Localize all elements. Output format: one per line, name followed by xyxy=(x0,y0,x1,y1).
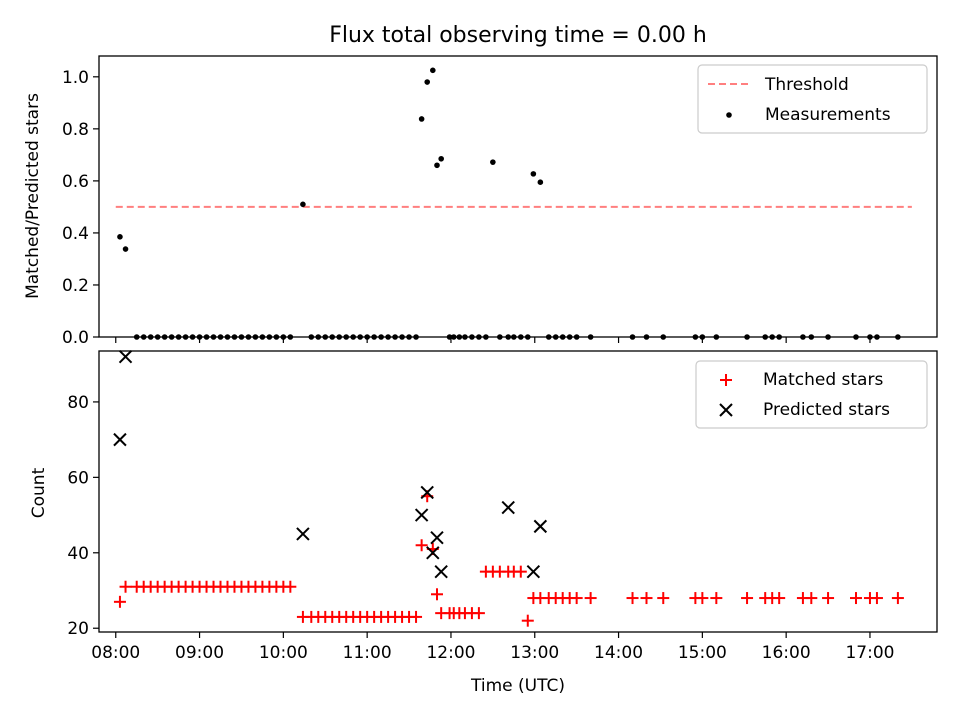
predicted-star-point xyxy=(113,432,127,447)
matched-star-point xyxy=(119,580,132,593)
bottom-plot-points xyxy=(113,349,904,627)
measurement-point xyxy=(430,67,436,74)
predicted-star-point-b xyxy=(526,564,541,579)
predicted-star-point xyxy=(296,527,310,541)
bottom-y-axis-label: Count xyxy=(29,467,49,518)
top-y-tick-label: 0.2 xyxy=(62,276,89,296)
measurement-point xyxy=(537,179,544,185)
measurements-legend-label: Measurements xyxy=(765,105,891,125)
bottom-x-tick-label: 14:00 xyxy=(594,643,643,663)
measurements-legend-swatch xyxy=(726,112,732,118)
predicted-star-point-b xyxy=(434,564,448,579)
predicted-star-point-b xyxy=(118,349,133,364)
measurement-point xyxy=(300,201,306,208)
top-legend-box xyxy=(697,64,928,134)
top-y-tick-label: 0.8 xyxy=(62,120,89,140)
matched-star-point xyxy=(430,588,443,601)
matched-stars-legend-swatch xyxy=(720,374,732,386)
top-y-tick-label: 0.4 xyxy=(62,224,89,244)
bottom-x-tick-label: 17:00 xyxy=(845,643,894,663)
bottom-y-tick-label: 60 xyxy=(67,468,89,488)
bottom-legend-box xyxy=(695,360,928,429)
predicted-star-point-b xyxy=(113,432,127,447)
predicted-star-point xyxy=(434,564,448,579)
matched-star-point xyxy=(822,592,835,605)
measurement-point xyxy=(418,116,425,122)
bottom-x-tick-label: 12:00 xyxy=(426,643,475,663)
predicted-star-point-b xyxy=(420,485,434,500)
matched-star-point xyxy=(710,592,723,605)
predicted-star-point xyxy=(420,485,434,500)
bottom-x-axis-label: Time (UTC) xyxy=(470,676,565,696)
matched-star-point xyxy=(415,539,428,552)
measurement-point xyxy=(434,162,440,169)
predicted-star-point xyxy=(430,530,444,545)
bottom-y-axis: 20 40 60 80 xyxy=(67,393,99,639)
bottom-x-tick-label: 08:00 xyxy=(91,643,140,663)
measurement-point xyxy=(122,246,129,252)
bottom-x-axis: 08:00 09:00 10:00 11:00 12:00 13:00 14:00 15:00… xyxy=(91,632,894,663)
predicted-star-point xyxy=(414,508,429,522)
matched-star-point xyxy=(849,592,862,605)
measurement-point xyxy=(424,79,431,85)
predicted-stars-legend-label: Predicted stars xyxy=(763,400,890,420)
matched-star-point xyxy=(284,580,297,593)
matched-stars-legend-label: Matched stars xyxy=(763,370,883,390)
matched-star-point xyxy=(657,592,670,605)
predicted-star-point-b xyxy=(296,527,310,541)
matched-star-point xyxy=(696,592,709,605)
matched-star-point xyxy=(805,592,818,605)
predicted-star-point xyxy=(533,519,548,534)
top-y-axis: 0.0 0.2 0.4 0.6 0.8 1.0 xyxy=(62,68,99,348)
threshold-legend-label: Threshold xyxy=(764,75,849,95)
bottom-x-tick-label: 11:00 xyxy=(343,643,392,663)
matched-star-point xyxy=(521,614,534,627)
bottom-x-tick-label: 13:00 xyxy=(510,643,559,663)
predicted-star-point xyxy=(526,564,541,579)
predicted-star-point-b xyxy=(426,546,440,560)
bottom-x-tick-label: 09:00 xyxy=(175,643,224,663)
top-x-axis xyxy=(115,337,871,343)
top-y-tick-label: 1.0 xyxy=(62,68,89,88)
measurement-point xyxy=(117,234,123,240)
predicted-star-point xyxy=(118,349,133,364)
top-plot-frame xyxy=(98,55,938,338)
matched-star-point xyxy=(514,565,527,578)
measurement-point xyxy=(490,159,496,165)
chart-title: Flux total observing time = 0.00 h xyxy=(329,23,707,48)
bottom-plot-frame xyxy=(98,350,938,633)
bottom-x-tick-label: 10:00 xyxy=(259,643,308,663)
predicted-star-point-b xyxy=(501,500,515,515)
top-legend: Threshold Measurements xyxy=(697,64,928,134)
top-y-axis-label: Matched/Predicted stars xyxy=(23,93,43,299)
bottom-y-tick-label: 40 xyxy=(67,544,89,564)
predicted-star-point xyxy=(426,546,440,560)
predicted-star-point xyxy=(501,500,515,515)
predicted-star-point-b xyxy=(430,530,444,545)
bottom-legend: Matched stars Predicted stars xyxy=(695,360,928,429)
matched-star-point xyxy=(626,592,639,605)
matched-star-point xyxy=(570,592,583,605)
bottom-x-tick-label: 15:00 xyxy=(678,643,727,663)
matched-star-point xyxy=(891,592,904,605)
matched-star-point xyxy=(870,592,883,605)
predicted-star-point-b xyxy=(533,519,548,534)
measurement-point xyxy=(438,155,444,162)
bottom-y-tick-label: 20 xyxy=(67,619,89,639)
matched-star-point xyxy=(773,592,786,605)
bottom-y-tick-label: 80 xyxy=(67,393,89,413)
matched-star-point xyxy=(584,592,597,605)
matched-star-point xyxy=(640,592,653,605)
measurement-point xyxy=(530,171,537,177)
predicted-star-point-b xyxy=(414,508,429,522)
predicted-stars-legend-swatch xyxy=(719,403,733,417)
matched-star-point xyxy=(472,607,485,620)
matched-star-point xyxy=(113,595,126,608)
top-y-tick-label: 0.0 xyxy=(62,328,89,348)
bottom-x-tick-label: 16:00 xyxy=(762,643,811,663)
matched-star-point xyxy=(741,592,754,605)
matched-star-point xyxy=(410,610,423,623)
top-y-tick-label: 0.6 xyxy=(62,172,89,192)
